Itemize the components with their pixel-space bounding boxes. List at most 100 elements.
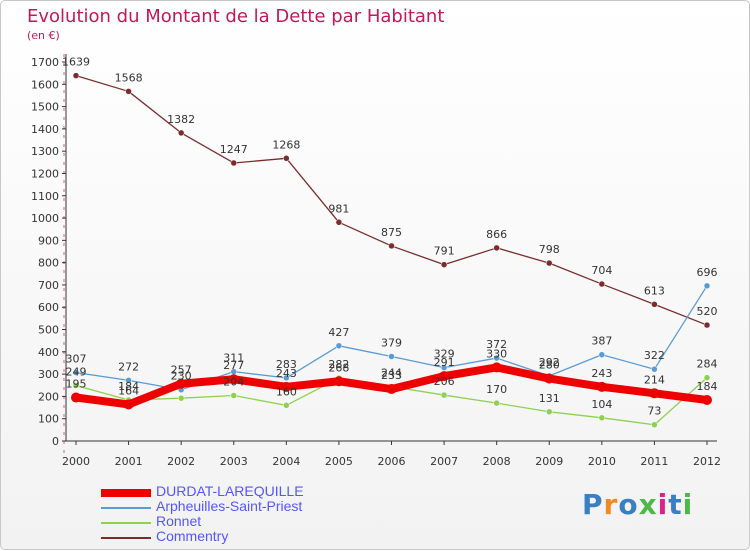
data-label: 330 bbox=[486, 347, 507, 360]
data-label: 73 bbox=[647, 405, 661, 418]
data-label: 280 bbox=[539, 359, 560, 372]
data-point bbox=[72, 382, 80, 389]
data-point bbox=[71, 392, 81, 403]
x-tick-label: 2011 bbox=[640, 455, 668, 468]
data-point bbox=[598, 280, 606, 288]
data-label: 520 bbox=[697, 305, 718, 318]
data-point bbox=[651, 365, 658, 373]
y-tick-label: 1600 bbox=[31, 78, 59, 91]
data-point bbox=[598, 414, 606, 422]
data-point bbox=[703, 321, 711, 329]
data-point bbox=[72, 369, 80, 376]
data-point bbox=[123, 399, 134, 410]
data-point bbox=[493, 399, 500, 407]
legend-item-durdat: DURDAT-LAREQUILLE bbox=[101, 483, 401, 500]
data-label: 1382 bbox=[167, 113, 195, 126]
data-point bbox=[386, 384, 397, 395]
data-label: 329 bbox=[434, 348, 455, 361]
data-label: 875 bbox=[381, 226, 402, 239]
legend-item-ronnet: Ronnet bbox=[101, 513, 401, 530]
data-label: 1247 bbox=[220, 143, 248, 156]
x-tick-label: 2005 bbox=[325, 455, 353, 468]
y-tick-label: 600 bbox=[38, 301, 59, 314]
data-label: 311 bbox=[223, 352, 244, 365]
data-label: 268 bbox=[328, 361, 349, 374]
x-tick-label: 2004 bbox=[272, 455, 300, 468]
y-tick-label: 1400 bbox=[31, 123, 59, 136]
y-tick-label: 1300 bbox=[31, 145, 59, 158]
data-label: 387 bbox=[591, 335, 612, 348]
x-tick-label: 2003 bbox=[220, 455, 248, 468]
data-label: 307 bbox=[66, 353, 87, 366]
data-label: 206 bbox=[434, 375, 455, 388]
data-label: 195 bbox=[66, 378, 87, 391]
data-point bbox=[335, 219, 343, 226]
legend-swatch-arpheuilles bbox=[101, 507, 151, 509]
data-point bbox=[651, 421, 658, 428]
data-point bbox=[491, 362, 502, 373]
legend-label-durdat: DURDAT-LAREQUILLE bbox=[156, 483, 304, 499]
legend-swatch-durdat bbox=[101, 489, 151, 497]
x-tick-label: 2012 bbox=[693, 455, 721, 468]
y-tick-label: 0 bbox=[52, 435, 59, 448]
legend-label-commentry: Commentry bbox=[156, 528, 229, 544]
y-tick-label: 1700 bbox=[31, 56, 59, 69]
data-point bbox=[546, 408, 553, 416]
logo-letter: o bbox=[618, 488, 639, 521]
data-label: 372 bbox=[486, 338, 507, 351]
data-point bbox=[283, 155, 290, 162]
data-label: 249 bbox=[66, 365, 87, 378]
data-point bbox=[440, 364, 448, 371]
data-point bbox=[703, 374, 711, 381]
data-point bbox=[649, 388, 660, 399]
x-tick-label: 2008 bbox=[483, 455, 511, 468]
data-label: 160 bbox=[276, 385, 297, 398]
data-label: 981 bbox=[328, 202, 349, 215]
data-point bbox=[333, 376, 344, 387]
data-point bbox=[546, 259, 553, 267]
data-label: 613 bbox=[644, 284, 665, 297]
data-label: 322 bbox=[644, 349, 665, 362]
data-point bbox=[283, 402, 290, 409]
data-point bbox=[281, 381, 292, 392]
data-label: 704 bbox=[591, 264, 612, 277]
x-tick-label: 2006 bbox=[378, 455, 406, 468]
y-tick-label: 200 bbox=[38, 390, 59, 403]
data-point bbox=[125, 88, 132, 95]
legend-item-commentry: Commentry bbox=[101, 528, 401, 545]
data-label: 284 bbox=[697, 358, 718, 371]
y-tick-label: 1100 bbox=[31, 190, 59, 203]
y-tick-label: 500 bbox=[38, 324, 59, 337]
y-tick-label: 300 bbox=[38, 368, 59, 381]
data-label: 292 bbox=[539, 356, 560, 369]
y-tick-label: 100 bbox=[38, 413, 59, 426]
data-label: 104 bbox=[591, 398, 612, 411]
data-point bbox=[228, 374, 239, 385]
data-point bbox=[702, 394, 712, 405]
data-label: 243 bbox=[276, 367, 297, 380]
legend-item-arpheuilles: Arpheuilles-Saint-Priest bbox=[101, 498, 401, 515]
logo-letter: P bbox=[582, 488, 604, 521]
data-label: 1639 bbox=[62, 56, 90, 69]
logo-letter: i bbox=[682, 488, 694, 521]
data-point bbox=[230, 392, 237, 399]
legend-swatch-commentry bbox=[101, 537, 151, 539]
data-point bbox=[596, 381, 607, 392]
data-label: 427 bbox=[328, 326, 349, 339]
data-label: 277 bbox=[223, 359, 244, 372]
data-label: 291 bbox=[434, 356, 455, 369]
data-point bbox=[598, 351, 606, 358]
x-tick-label: 2010 bbox=[588, 455, 616, 468]
data-label: 184 bbox=[118, 380, 139, 393]
data-label: 131 bbox=[539, 392, 560, 405]
data-point bbox=[283, 374, 290, 382]
logo-letter: x bbox=[638, 488, 658, 521]
data-label: 164 bbox=[118, 384, 139, 397]
legend-label-ronnet: Ronnet bbox=[156, 513, 202, 529]
y-tick-label: 1500 bbox=[31, 101, 59, 114]
data-label: 230 bbox=[171, 370, 192, 383]
data-label: 233 bbox=[381, 369, 402, 382]
data-point bbox=[388, 353, 395, 360]
data-label: 257 bbox=[171, 364, 192, 377]
